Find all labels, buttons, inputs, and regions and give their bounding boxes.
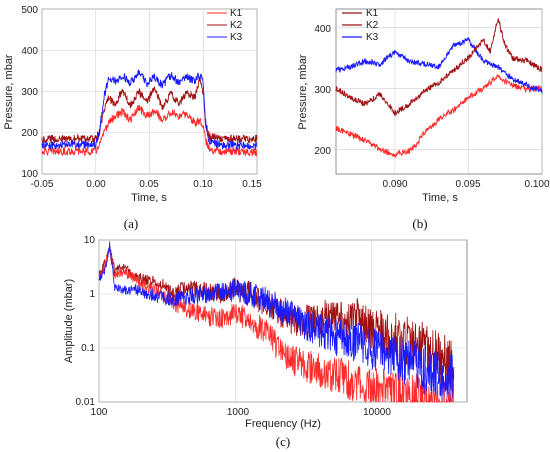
x-tick-label: 0.15 [242,179,262,190]
y-ticks-c: 0.01 0.1 1 10 [76,235,96,408]
legend-label-k3: K3 [366,32,379,43]
series-a [41,69,258,157]
x-axis-label-b: Time, s [422,192,458,204]
x-tick-label: 0.095 [455,179,480,190]
legend-label-k2: K2 [366,20,379,31]
y-tick-label: 500 [21,5,38,16]
x-tick-label: 1000 [227,407,250,418]
y-axis-label-b: Pressure, mbar [297,54,309,130]
plot-frame-b [335,8,543,175]
y-tick-label: 0.01 [76,397,96,408]
y-tick-label: 400 [21,46,38,57]
legend-b: K1 K2 K3 [342,8,379,43]
series-line-trace-2 [98,246,454,404]
y-ticks-b: 200 300 400 [314,24,331,157]
y-tick-label: 200 [314,146,331,157]
legend-label-k2: K2 [230,20,243,31]
y-axis-label-a: Pressure, mbar [3,54,15,130]
x-axis-label-c: Frequency (Hz) [245,418,321,430]
y-tick-label: 200 [21,128,38,139]
y-tick-label: 300 [314,85,331,96]
panel-b: 200 300 400 0.090 0.095 0.100 Time, s Pr… [297,8,550,231]
x-tick-label: 0.00 [86,179,106,190]
x-tick-label: 100 [91,407,108,418]
legend-label-k3: K3 [230,32,243,43]
panel-c: 0.01 0.1 1 10 100 1000 10000 Frequency (… [63,235,468,449]
series-line-k3 [41,69,258,151]
x-ticks-c: 100 1000 10000 [91,407,392,418]
legend-label-k1: K1 [230,8,243,19]
y-tick-label: 400 [314,24,331,35]
x-ticks-b: 0.090 0.095 0.100 [382,179,549,190]
y-tick-label: 1 [89,289,95,300]
x-tick-label: 0.10 [193,179,213,190]
x-tick-label: 0.090 [382,179,407,190]
x-axis-label-a: Time, s [131,192,167,204]
y-tick-label: 0.1 [81,343,95,354]
series-c [98,241,455,404]
x-ticks-a: -0.05 0.00 0.05 0.10 0.15 [31,179,263,190]
x-tick-label: 0.100 [524,179,549,190]
series-line-k3 [335,36,543,94]
x-tick-label: 10000 [363,407,391,418]
y-tick-label: 300 [21,87,38,98]
x-tick-label: -0.05 [31,179,54,190]
series-line-k2 [335,18,543,117]
panel-label-b: (b) [412,216,427,231]
x-tick-label: 0.05 [139,179,159,190]
panel-a: 100 200 300 400 500 -0.05 0.00 0.05 0.10… [3,5,262,231]
grid-b [336,9,543,174]
y-tick-label: 100 [21,169,38,180]
y-tick-label: 10 [84,235,96,246]
y-ticks-a: 100 200 300 400 500 [21,5,38,180]
legend-label-k1: K1 [366,8,379,19]
series-line-k2 [41,76,258,144]
series-line-k1 [335,73,543,159]
legend-a: K1 K2 K3 [207,8,243,43]
y-axis-label-c: Amplitude (mbar) [63,279,75,363]
series-b [335,18,543,159]
panel-label-c: (c) [276,434,290,449]
series-line-trace-3 [98,241,455,402]
series-line-k1 [41,104,258,157]
panel-label-a: (a) [124,216,138,231]
